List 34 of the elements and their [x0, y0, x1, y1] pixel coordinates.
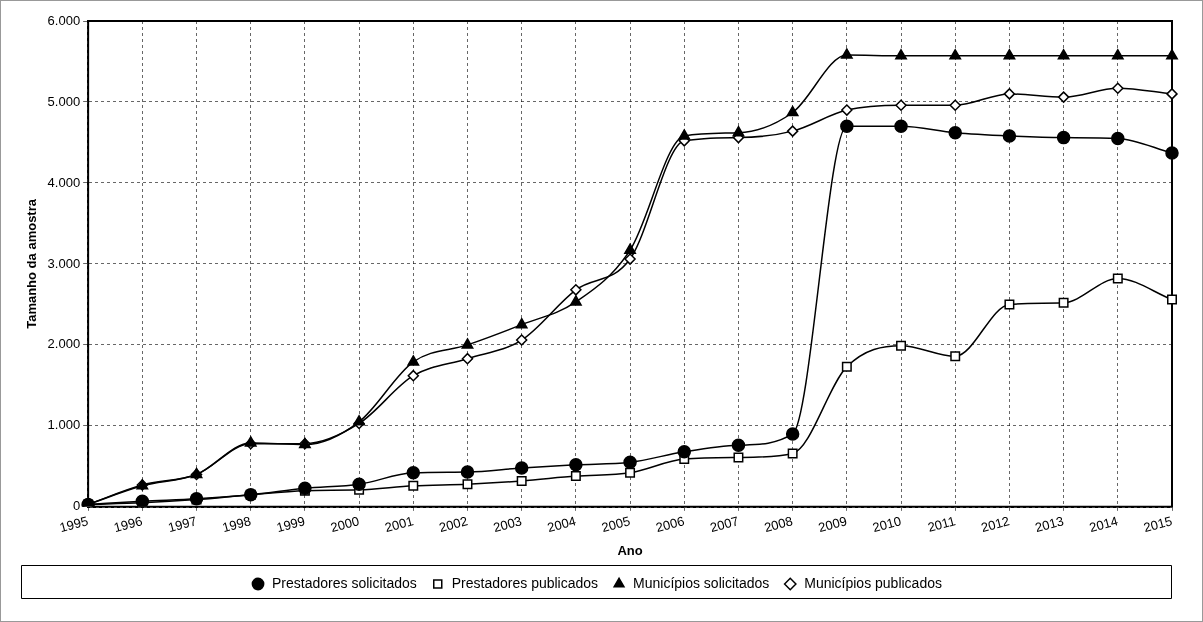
x-tick-label: 2008	[762, 513, 795, 536]
y-tick-label: 6.000	[47, 12, 81, 28]
x-tick-label: 1995	[58, 513, 90, 536]
x-tick-label: 2000	[328, 513, 361, 536]
x-tick-label: 1998	[220, 513, 253, 536]
x-tick-label: 2004	[545, 513, 578, 536]
legend-label: Municípios solicitados	[633, 574, 770, 591]
x-tick-label: 2011	[926, 513, 957, 535]
y-tick-label: 2.000	[47, 336, 81, 352]
x-tick-label: 2002	[437, 513, 470, 536]
x-tick-label: 2007	[708, 513, 741, 536]
x-tick-label: 2015	[1141, 513, 1174, 536]
y-axis-title: Tamanho da amostra	[24, 198, 40, 329]
y-tick-label: 1.000	[47, 417, 81, 433]
x-tick-label: 1997	[166, 513, 199, 536]
x-tick-label: 2010	[870, 513, 903, 536]
y-tick-label: 3.000	[47, 255, 81, 271]
y-tick-label: 4.000	[47, 174, 81, 190]
x-tick-label: 2013	[1033, 513, 1066, 536]
x-tick-label: 1999	[274, 513, 307, 536]
x-tick-label: 2012	[979, 513, 1012, 536]
x-tick-label: 2003	[491, 513, 524, 536]
y-tick-label: 0	[72, 498, 81, 514]
x-tick-label: 2006	[654, 513, 686, 536]
legend-label: Prestadores solicitados	[272, 574, 417, 591]
y-tick-label: 5.000	[47, 93, 81, 109]
x-axis-title: Ano	[617, 542, 643, 558]
x-tick-label: 2005	[599, 513, 632, 536]
x-tick-label: 2009	[816, 513, 849, 536]
x-tick-label: 1996	[112, 513, 145, 536]
legend-label: Prestadores publicados	[451, 574, 599, 591]
legend-label: Municípios publicados	[804, 574, 942, 591]
x-tick-label: 2001	[383, 513, 415, 536]
x-tick-label: 2014	[1087, 513, 1120, 536]
